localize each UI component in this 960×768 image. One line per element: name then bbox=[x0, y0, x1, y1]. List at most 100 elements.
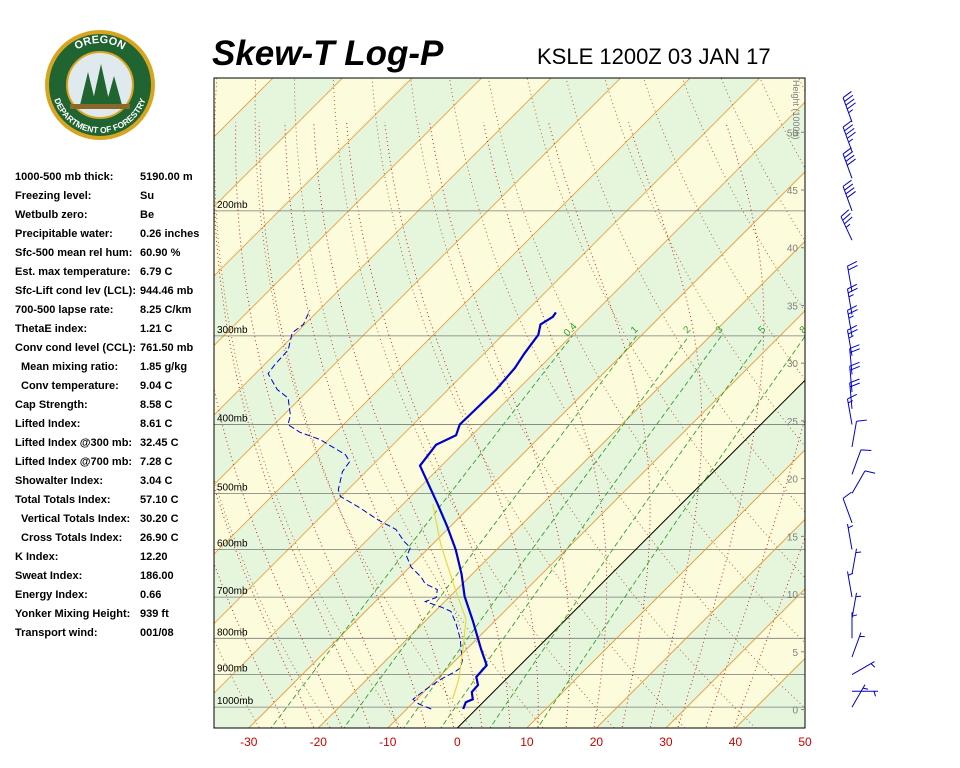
y2-tick-label: 45 bbox=[787, 186, 799, 197]
wind-barb bbox=[847, 325, 858, 356]
mixing-ratio-line bbox=[343, 335, 637, 728]
y-tick-label: 1000mb bbox=[217, 696, 254, 707]
profile-line bbox=[432, 504, 467, 700]
moist-adiabat bbox=[482, 122, 608, 728]
wind-barb bbox=[851, 470, 876, 494]
isotherm-band bbox=[214, 101, 805, 728]
index-label: Conv temperature: bbox=[21, 380, 119, 392]
y-tick-label: 400mb bbox=[217, 414, 248, 425]
profile-line bbox=[267, 309, 464, 710]
index-value: 8.25 C/km bbox=[140, 304, 192, 316]
x-tick-label: -30 bbox=[240, 735, 258, 749]
mixing-ratio-line bbox=[489, 335, 765, 728]
moist-adiabat bbox=[548, 121, 651, 728]
index-value: 944.46 mb bbox=[140, 285, 193, 297]
index-value: 9.04 C bbox=[140, 380, 172, 392]
y2-tick-label: 0 bbox=[792, 706, 798, 717]
x-tick-label: 40 bbox=[729, 735, 743, 749]
dry-adiabat bbox=[214, 638, 261, 728]
y-tick-label: 600mb bbox=[217, 539, 248, 550]
x-tick-label: -20 bbox=[310, 735, 328, 749]
index-label: Total Totals Index: bbox=[15, 494, 111, 506]
y-tick-label: 300mb bbox=[217, 325, 248, 336]
y2-tick-label: 5 bbox=[792, 648, 798, 659]
axes: 1000mb 900mb 800mb 700mb 600mb 500mb 400mb 300m… bbox=[217, 80, 812, 749]
index-value: 001/08 bbox=[140, 627, 174, 639]
index-label: Energy Index: bbox=[15, 589, 88, 601]
index-label: Transport wind: bbox=[15, 627, 98, 639]
wind-barb bbox=[849, 344, 860, 375]
wind-barbs bbox=[840, 91, 878, 708]
wind-barb bbox=[847, 523, 854, 550]
index-value: 26.90 C bbox=[140, 532, 179, 544]
index-label: Showalter Index: bbox=[15, 475, 103, 487]
index-value: 8.58 C bbox=[140, 399, 172, 411]
y2-tick-label: 20 bbox=[787, 475, 799, 486]
index-label: 1000-500 mb thick: bbox=[15, 171, 113, 183]
index-value: 30.20 C bbox=[140, 513, 179, 525]
moist-adiabat bbox=[235, 122, 399, 728]
wind-barb bbox=[842, 120, 856, 152]
index-label: Lifted Index @700 mb: bbox=[15, 456, 132, 468]
index-label: ThetaE index: bbox=[15, 323, 87, 335]
wind-barb bbox=[852, 690, 878, 697]
y2-tick-label: 30 bbox=[787, 359, 799, 370]
index-label: Est. max temperature: bbox=[15, 266, 131, 278]
logo-tree bbox=[106, 76, 122, 105]
grid-line bbox=[318, 240, 805, 728]
chart-title: Skew-T Log-P bbox=[212, 34, 444, 73]
wind-barb bbox=[851, 632, 865, 658]
index-label: Precipitable water: bbox=[15, 228, 113, 240]
index-label: Lifted Index @300 mb: bbox=[15, 437, 132, 449]
index-value: 7.28 C bbox=[140, 456, 172, 468]
isotherm-band bbox=[214, 78, 805, 694]
x-tick-label: 10 bbox=[520, 735, 534, 749]
moist-adiabat bbox=[214, 562, 287, 728]
index-value: Su bbox=[140, 190, 154, 202]
mixing-ratio-line bbox=[440, 335, 722, 728]
wind-barb bbox=[847, 283, 858, 315]
wind-barb bbox=[842, 179, 856, 211]
index-value: 186.00 bbox=[140, 570, 174, 582]
moist-adiabat bbox=[313, 122, 483, 728]
index-label: K Index: bbox=[15, 551, 58, 563]
index-value: 3.04 C bbox=[140, 475, 172, 487]
x-tick-label: 30 bbox=[659, 735, 673, 749]
index-value: 1.21 C bbox=[140, 323, 172, 335]
index-label: Mean mixing ratio: bbox=[21, 361, 118, 373]
logo-top-text: OREGON bbox=[73, 34, 128, 53]
y2-tick-label: 40 bbox=[787, 244, 799, 255]
grid-line bbox=[526, 449, 805, 728]
index-label: Freezing level: bbox=[15, 190, 91, 202]
index-label: Sweat Index: bbox=[15, 570, 82, 582]
index-value: 1.85 g/kg bbox=[140, 361, 187, 373]
plot-frame bbox=[213, 77, 806, 729]
dry-adiabat bbox=[449, 78, 805, 709]
wind-barb bbox=[851, 449, 872, 475]
plot-area: 0.4 1 2 3 5 8 bbox=[214, 78, 805, 728]
logo-ground bbox=[70, 104, 130, 109]
moist-adiabat bbox=[677, 121, 765, 728]
wind-barb bbox=[842, 91, 856, 123]
index-value: 761.50 mb bbox=[140, 342, 193, 354]
logo-text: OREGON bbox=[73, 34, 128, 53]
y-tick-label: 200mb bbox=[217, 200, 248, 211]
grid-line bbox=[456, 379, 805, 728]
y2-axis-label: Height (1000ft) bbox=[791, 80, 801, 140]
profile-line bbox=[418, 311, 557, 710]
y-tick-label: 700mb bbox=[217, 586, 248, 597]
y2-tick-label: 10 bbox=[787, 590, 799, 601]
y2-tick-label: 50 bbox=[787, 128, 799, 139]
index-value: 939 ft bbox=[140, 608, 169, 620]
wind-barb bbox=[842, 147, 856, 179]
wind-barb bbox=[851, 684, 869, 708]
y-tick-label: 500mb bbox=[217, 482, 248, 493]
x-tick-label: -10 bbox=[379, 735, 397, 749]
wind-barb bbox=[851, 419, 867, 447]
index-value: 32.45 C bbox=[140, 437, 179, 449]
index-value: 0.66 bbox=[140, 589, 161, 601]
wind-barb bbox=[851, 548, 862, 575]
index-label: Sfc-Lift cond lev (LCL): bbox=[15, 285, 136, 297]
index-value: 12.20 bbox=[140, 551, 168, 563]
